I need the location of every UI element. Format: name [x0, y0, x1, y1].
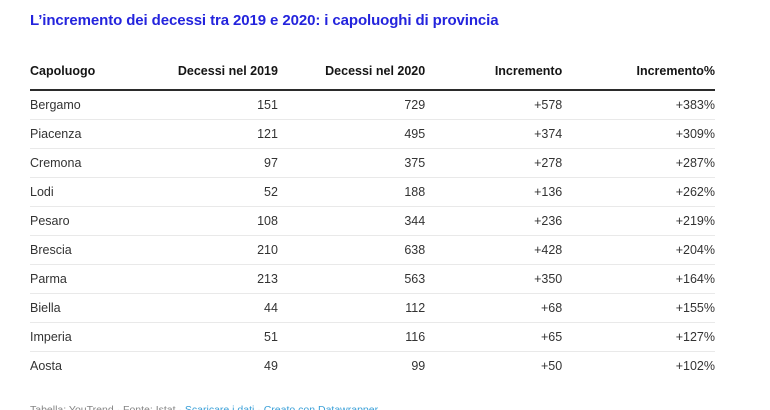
table-row: Biella 44 112 +68 +155%: [30, 293, 715, 323]
footer-separator: ·: [175, 404, 185, 410]
cell-value: +287%: [562, 148, 715, 178]
column-header-4: Incremento%: [562, 58, 715, 91]
column-header-2: Decessi nel 2020: [277, 58, 426, 91]
table-row: Parma 213 563 +350 +164%: [30, 264, 715, 294]
footer-separator: ·: [113, 404, 124, 410]
cell-value: 213: [153, 264, 278, 294]
cell-value: 108: [153, 206, 278, 236]
cell-capoluogo: Brescia: [30, 235, 154, 265]
table-header-row: Capoluogo Decessi nel 2019 Decessi nel 202…: [30, 58, 715, 91]
cell-value: +136: [425, 177, 563, 207]
cell-capoluogo: Biella: [30, 293, 154, 323]
table-row: Bergamo 151 729 +578 +383%: [30, 90, 715, 120]
cell-value: +350: [425, 264, 563, 294]
cell-value: +578: [425, 90, 563, 120]
cell-capoluogo: Lodi: [30, 177, 154, 207]
cell-capoluogo: Pesaro: [30, 206, 154, 236]
cell-value: +309%: [562, 119, 715, 149]
cell-value: +65: [425, 322, 563, 352]
table-row: Aosta 49 99 +50 +102%: [30, 352, 715, 381]
cell-value: +236: [425, 206, 563, 236]
table-header: Capoluogo Decessi nel 2019 Decessi nel 202…: [30, 58, 715, 91]
cell-value: 151: [153, 90, 278, 120]
cell-value: +262%: [562, 177, 715, 207]
table-row: Brescia 210 638 +428 +204%: [30, 235, 715, 265]
cell-value: +278: [425, 148, 563, 178]
cell-value: +219%: [562, 206, 715, 236]
cell-capoluogo: Parma: [30, 264, 154, 294]
cell-value: +68: [425, 293, 563, 323]
cell-value: +155%: [562, 293, 715, 323]
table-body: Bergamo 151 729 +578 +383% Piacenza 121 495 +374…: [30, 90, 715, 380]
cell-value: +127%: [562, 322, 715, 352]
cell-value: 121: [153, 119, 278, 149]
cell-value: 44: [153, 293, 278, 323]
cell-value: 97: [153, 148, 278, 178]
table-row: Piacenza 121 495 +374 +309%: [30, 119, 715, 149]
table-row: Lodi 52 188 +136 +262%: [30, 177, 715, 207]
cell-value: 344: [277, 206, 426, 236]
cell-capoluogo: Bergamo: [30, 90, 154, 120]
cell-value: 563: [277, 264, 426, 294]
cell-value: +383%: [562, 90, 715, 120]
cell-value: +374: [425, 119, 563, 149]
cell-value: 729: [277, 90, 426, 120]
cell-value: +164%: [562, 264, 715, 294]
table-row: Pesaro 108 344 +236 +219%: [30, 206, 715, 236]
cell-value: 52: [153, 177, 278, 207]
cell-value: +428: [425, 235, 563, 265]
table-row: Cremona 97 375 +278 +287%: [30, 148, 715, 178]
column-header-3: Incremento: [425, 58, 563, 91]
footer-download-link[interactable]: Scaricare i dati: [184, 404, 255, 410]
cell-capoluogo: Cremona: [30, 148, 154, 178]
cell-value: 188: [277, 177, 426, 207]
cell-value: +102%: [675, 359, 715, 373]
table-row: Imperia 51 116 +65 +127%: [30, 322, 715, 352]
cell-capoluogo: Piacenza: [30, 119, 154, 149]
cell-value: 638: [277, 235, 426, 265]
cell-capoluogo: Imperia: [30, 322, 154, 352]
cell-value: 116: [277, 322, 426, 352]
cell-value: 49: [264, 359, 278, 373]
footer-table-credit: Tabella: YouTrend: [30, 404, 114, 410]
cell-value: 51: [153, 322, 278, 352]
footer-source-credit: Fonte: Istat: [123, 404, 176, 410]
chart-title: L’incremento dei decessi tra 2019 e 2020…: [30, 12, 499, 29]
footer: Tabella: YouTrend · Fonte: Istat · Scari…: [30, 404, 715, 410]
cell-capoluogo: Aosta: [30, 359, 62, 373]
cell-value: +50: [541, 359, 563, 373]
cell-value: 112: [277, 293, 426, 323]
cell-value: 495: [277, 119, 426, 149]
column-header-1: Decessi nel 2019: [153, 58, 278, 91]
footer-datawrapper-link[interactable]: Creato con Datawrapper: [263, 404, 379, 410]
cell-value: 375: [277, 148, 426, 178]
cell-value: 210: [153, 235, 278, 265]
column-header-capoluogo: Capoluogo: [30, 58, 154, 91]
data-table: Capoluogo Decessi nel 2019 Decessi nel 202…: [30, 58, 715, 380]
cell-value: +204%: [562, 235, 715, 265]
footer-separator: ·: [254, 404, 264, 410]
cell-value: 99: [411, 359, 426, 373]
